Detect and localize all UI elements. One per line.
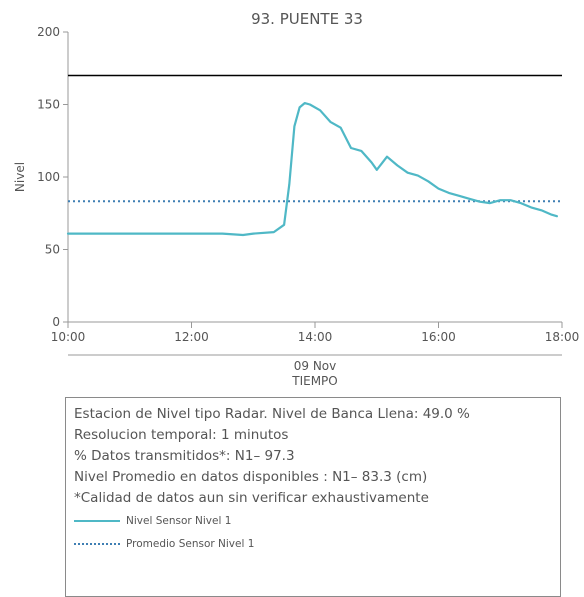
series-level-line (66, 101, 559, 237)
legend-solid-line-swatch (74, 519, 120, 522)
info-quality-note: *Calidad de datos aun sin verificar exha… (74, 490, 429, 506)
station-info-box: Estacion de Nivel tipo Radar. Nivel de B… (65, 397, 561, 597)
chart-marks (66, 74, 562, 237)
chart-axes (67, 32, 562, 356)
info-station-type: Estacion de Nivel tipo Radar. Nivel de B… (74, 406, 470, 422)
y-tick-label: 50 (45, 243, 60, 257)
y-axis-ticks: 0 50 100 150 200 (37, 25, 68, 329)
legend-item-average: Promedio Sensor Nivel 1 (74, 532, 552, 555)
legend-item-level: Nivel Sensor Nivel 1 (74, 509, 552, 532)
x-axis-date-label: 09 Nov (294, 359, 337, 373)
level-chart: 93. PUENTE 33 Nivel 0 50 100 150 200 10:00 12… (13, 10, 580, 388)
y-tick-label: 100 (37, 170, 60, 184)
info-average-level: Nivel Promedio en datos disponibles : N1… (74, 469, 428, 485)
y-tick-label: 150 (37, 98, 60, 112)
chart-title: 93. PUENTE 33 (251, 10, 363, 28)
y-tick-label: 200 (37, 25, 60, 39)
legend-dotted-line-swatch (74, 542, 120, 545)
x-tick-label: 18:00 (545, 330, 580, 344)
x-tick-label: 12:00 (174, 330, 209, 344)
x-tick-label: 14:00 (298, 330, 333, 344)
x-axis-ticks: 10:00 12:00 14:00 16:00 18:00 (51, 322, 580, 344)
info-temporal-resolution: Resolucion temporal: 1 minutos (74, 427, 289, 443)
legend-label-average: Promedio Sensor Nivel 1 (126, 537, 255, 550)
info-data-transmitted: % Datos transmitidos*: N1– 97.3 (74, 448, 295, 464)
y-axis-label: Nivel (13, 162, 27, 192)
legend-label-level: Nivel Sensor Nivel 1 (126, 514, 232, 527)
x-axis-label: TIEMPO (291, 374, 338, 388)
y-tick-label: 0 (52, 315, 60, 329)
x-tick-label: 16:00 (421, 330, 456, 344)
x-tick-label: 10:00 (51, 330, 86, 344)
